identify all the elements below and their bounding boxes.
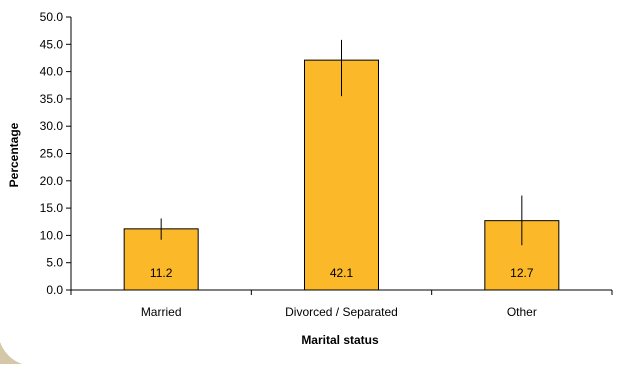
y-tick-label: 40.0 <box>40 65 64 79</box>
x-tick-label: Other <box>507 305 537 319</box>
y-tick-label: 0.0 <box>46 283 63 297</box>
bar-value-label: 12.7 <box>510 266 534 280</box>
bars-group <box>123 39 560 291</box>
labels-group: 11.2 Married 42.1 Divorced / Separated 12.7 O… <box>141 266 537 319</box>
y-tick-label: 20.0 <box>40 174 64 188</box>
y-tick-label: 35.0 <box>40 92 64 106</box>
y-axis-title: Percentage <box>7 122 21 187</box>
bar <box>304 59 379 291</box>
y-tick-label: 30.0 <box>40 119 64 133</box>
y-tick-label: 15.0 <box>40 201 64 215</box>
x-tick-label: Married <box>141 305 182 319</box>
bar-value-label: 42.1 <box>330 266 354 280</box>
y-tick-label: 10.0 <box>40 228 64 242</box>
frame-corner-decoration <box>0 342 22 364</box>
bar-value-label: 11.2 <box>150 266 173 280</box>
y-tick-label: 50.0 <box>40 10 64 24</box>
x-tick-label: Divorced / Separated <box>285 305 398 319</box>
x-axis-title: Marital status <box>301 333 379 347</box>
axes: 0.0 5.0 10.0 15.0 20.0 25.0 30.0 35.0 40.0 45.0 50… <box>40 10 613 297</box>
y-tick-label: 25.0 <box>40 147 64 161</box>
y-tick-label: 45.0 <box>40 37 64 51</box>
y-tick-label: 5.0 <box>46 256 63 270</box>
